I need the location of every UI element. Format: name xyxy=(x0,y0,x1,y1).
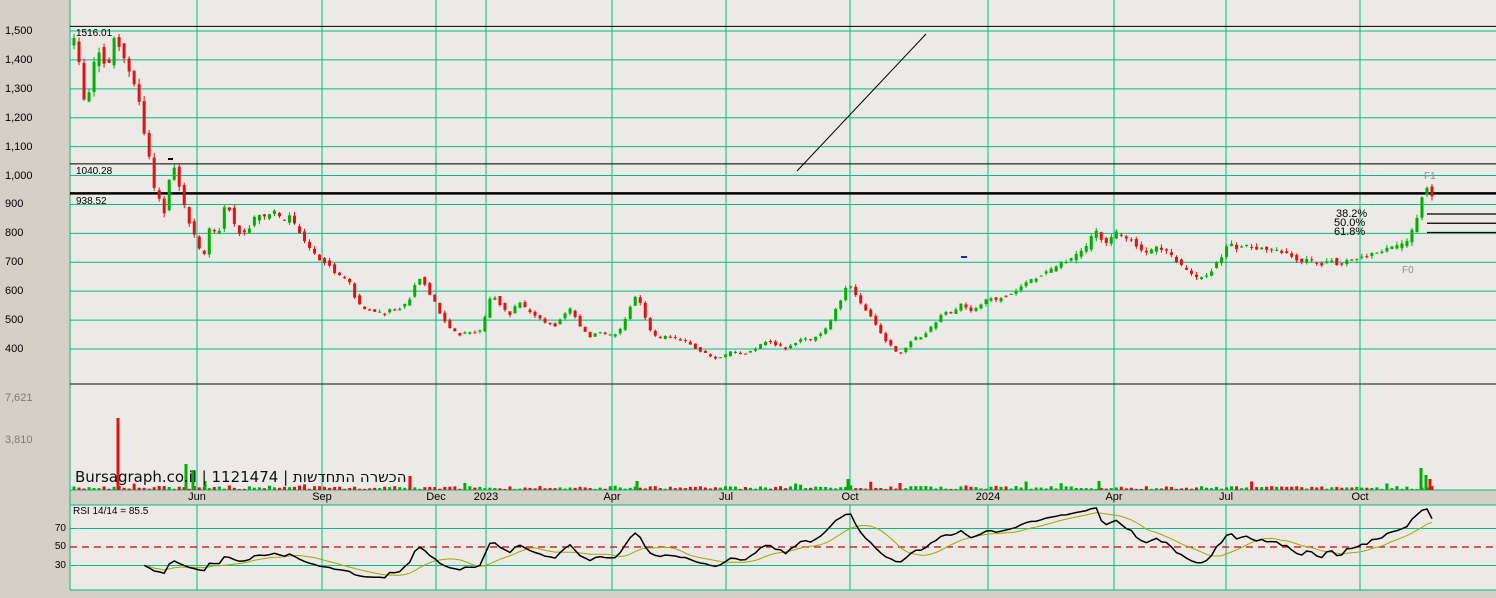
bursagraph-chart-window: 1516.01 1040.28 938.52 38.2% 50.0% 61.8%… xyxy=(0,0,1496,598)
chart-canvas[interactable] xyxy=(0,0,1496,598)
